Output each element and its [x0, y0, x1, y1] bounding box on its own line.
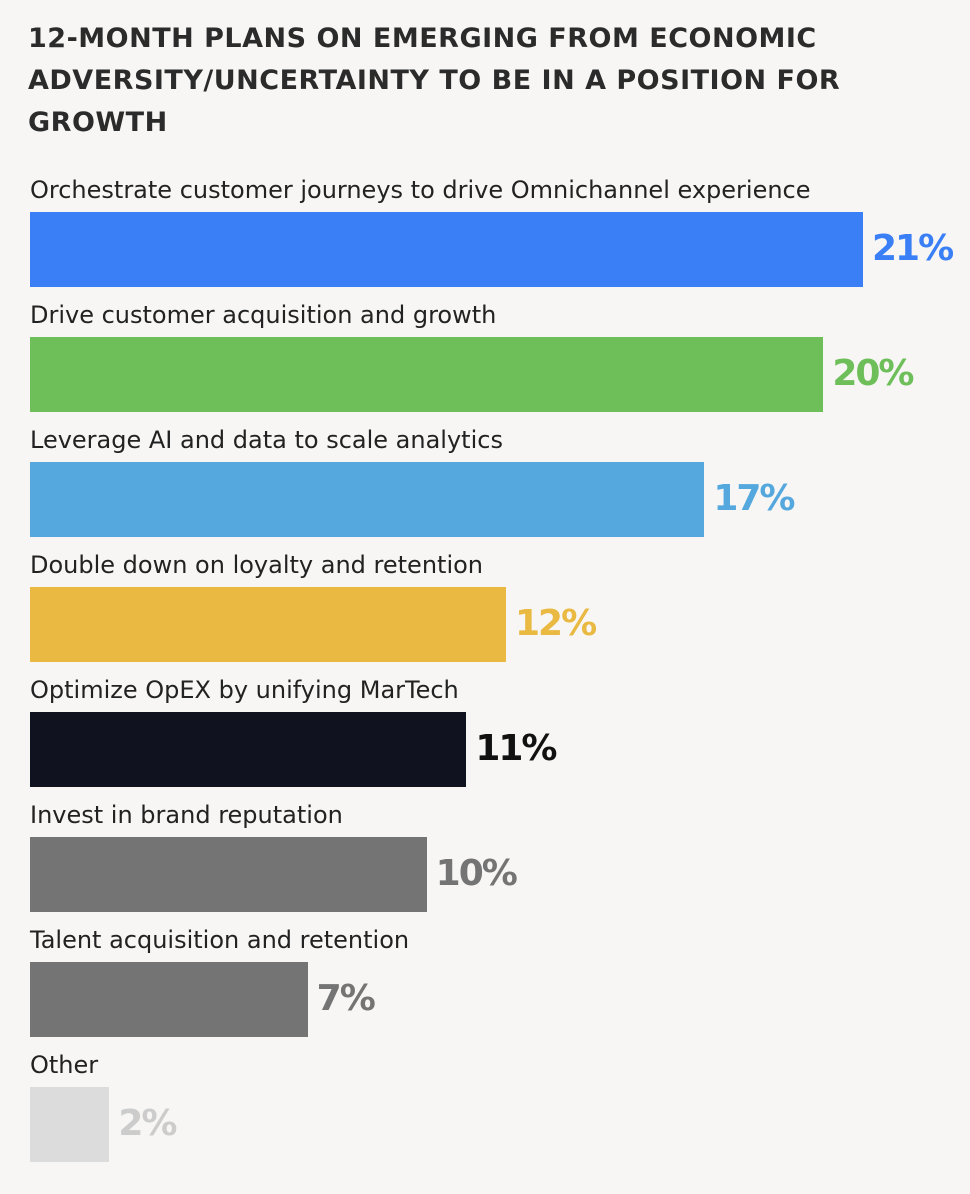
category-label: Leverage AI and data to scale analytics	[30, 426, 503, 454]
bar	[30, 1087, 110, 1162]
bar	[30, 462, 705, 537]
category-label: Optimize OpEX by unifying MarTech	[30, 676, 459, 704]
category-label: Double down on loyalty and retention	[30, 551, 483, 579]
chart-title: 12-MONTH PLANS ON EMERGING FROM ECONOMIC…	[28, 23, 841, 138]
data-label: 10%	[435, 853, 518, 894]
data-label: 7%	[316, 978, 376, 1019]
category-label: Invest in brand reputation	[30, 801, 343, 829]
data-label: 20%	[832, 353, 914, 394]
data-label: 17%	[713, 478, 795, 519]
data-label: 11%	[475, 728, 557, 769]
bar	[30, 212, 863, 287]
data-label: 21%	[872, 228, 954, 269]
category-label: Orchestrate customer journeys to drive O…	[30, 176, 811, 204]
category-label: Other	[30, 1051, 99, 1079]
bar	[30, 337, 824, 412]
category-label: Talent acquisition and retention	[30, 926, 410, 954]
data-label: 12%	[515, 603, 597, 644]
bar	[30, 712, 467, 787]
bar	[30, 962, 308, 1037]
bar	[30, 587, 506, 662]
bar	[30, 837, 427, 912]
category-label: Drive customer acquisition and growth	[30, 301, 497, 329]
data-label: 2%	[118, 1103, 177, 1144]
